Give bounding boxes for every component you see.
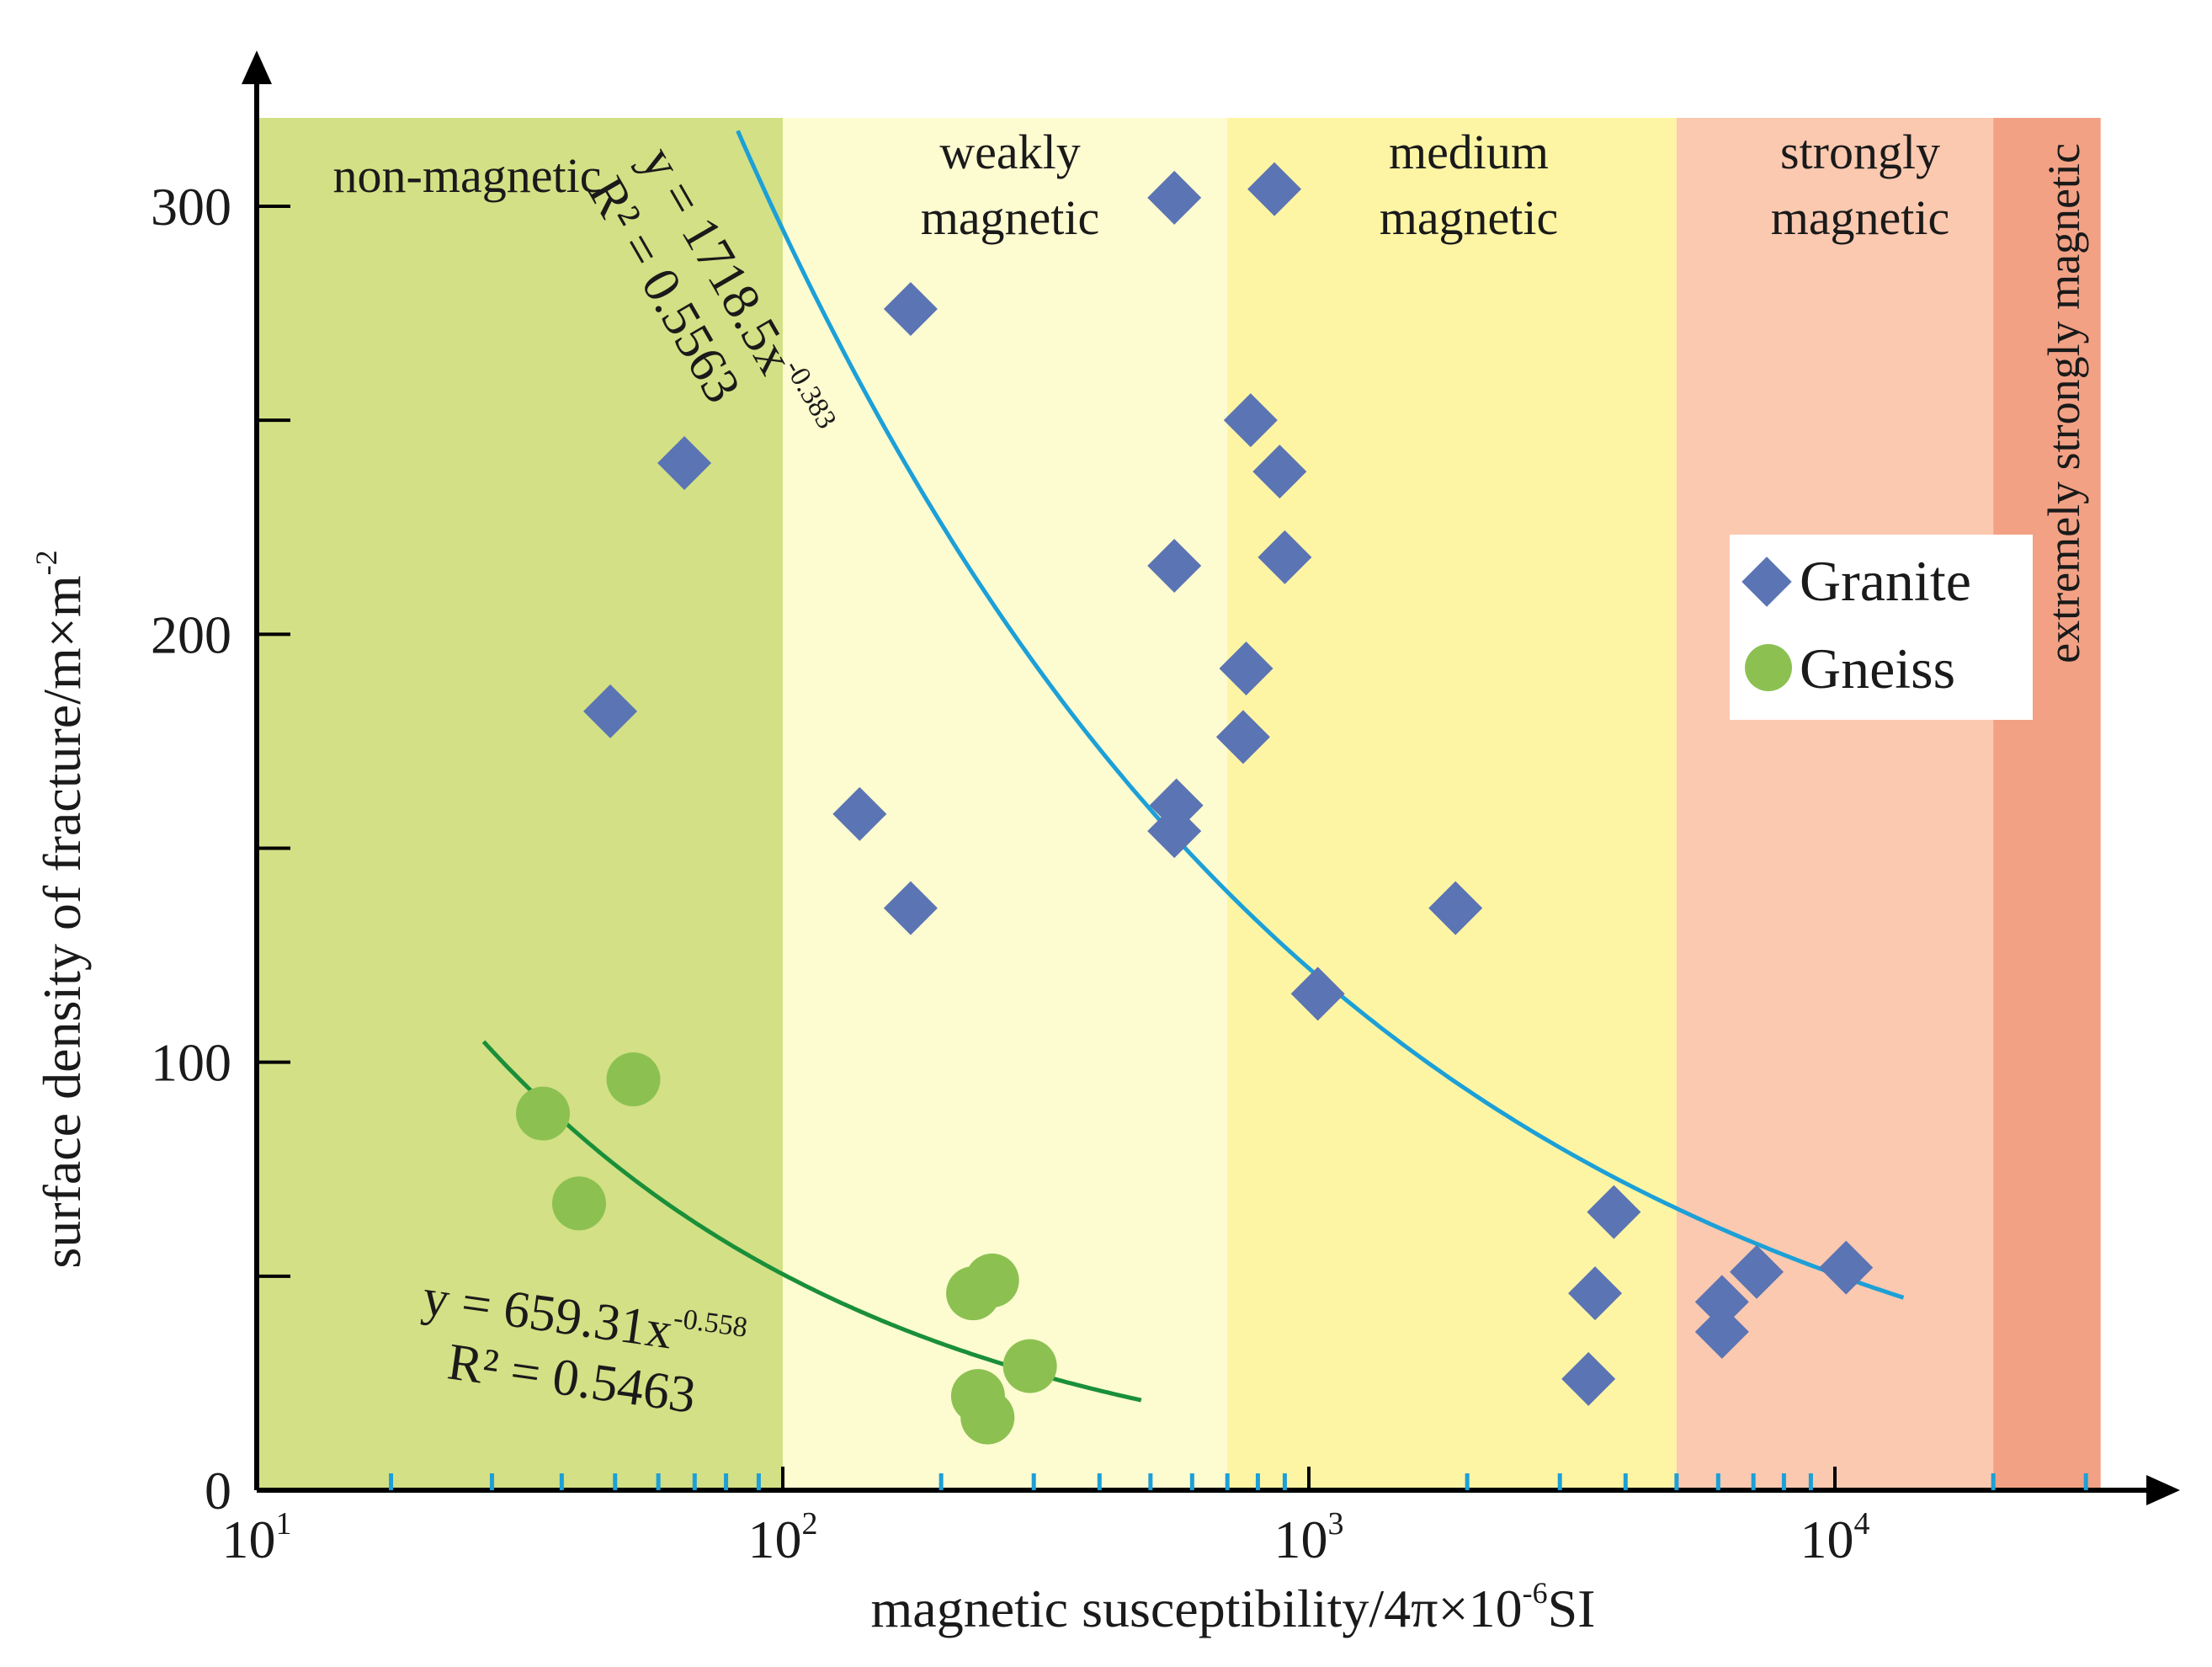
- granite-point: [832, 786, 887, 841]
- granite-point: [1147, 804, 1202, 859]
- granite-point: [1819, 1240, 1874, 1295]
- x-axis-title: magnetic susceptibility/4π×10-6SI: [871, 1576, 1596, 1638]
- x-tick-base: 10: [1800, 1510, 1854, 1569]
- granite-point: [1568, 1266, 1623, 1321]
- granite-point: [883, 881, 938, 935]
- x-tick-label: 104: [1800, 1506, 1870, 1569]
- granite-point: [1252, 445, 1307, 499]
- x-tick-base: 10: [222, 1510, 276, 1569]
- y-tick-label: 0: [205, 1461, 231, 1521]
- y-axis-title-exponent: -2: [29, 550, 63, 575]
- data-points: [516, 162, 1874, 1445]
- zone-label-medium-magnetic-line-1: medium: [1389, 125, 1549, 179]
- granite-point: [1694, 1275, 1749, 1329]
- legend-gneiss-label: Gneiss: [1800, 636, 1955, 700]
- zone-medium-magnetic: [1227, 118, 1677, 1490]
- x-tick-label: 102: [748, 1506, 818, 1569]
- legend-granite-label: Granite: [1800, 549, 1971, 613]
- legend-granite-marker: [1741, 557, 1792, 607]
- y-axis-title-main: surface density of fracture/m×m: [32, 575, 92, 1268]
- legend-gneiss-marker: [1745, 644, 1792, 691]
- granite-point: [1694, 1304, 1749, 1359]
- x-tick-exponent: 2: [802, 1506, 818, 1542]
- legend: Granite Gneiss: [1730, 535, 2033, 720]
- granite-point: [1428, 881, 1483, 935]
- x-tick-base: 10: [1274, 1510, 1328, 1569]
- zone-label-strongly-magnetic-line-1: strongly: [1780, 125, 1940, 179]
- zone-label-weakly-magnetic-line-2: magnetic: [921, 190, 1100, 245]
- zone-non-magnetic: [257, 118, 783, 1490]
- x-axis-arrow: [2146, 1475, 2180, 1505]
- x-tick-label: 101: [222, 1506, 292, 1569]
- zone-label-weakly-magnetic-line-1: weakly: [939, 125, 1081, 179]
- gneiss-point: [606, 1052, 661, 1106]
- zone-label-strongly-magnetic-line-2: magnetic: [1771, 190, 1950, 245]
- granite-point: [1147, 539, 1202, 593]
- granite-point: [1223, 393, 1278, 448]
- x-axis-title-unit: SI: [1548, 1579, 1596, 1638]
- gneiss-point: [551, 1176, 606, 1231]
- y-axis-title-group: surface density of fracture/m×m-2: [29, 550, 92, 1268]
- zone-label-extremely-strongly-magnetic: extremely strongly magnetic: [2039, 143, 2089, 663]
- gneiss-point: [1002, 1339, 1057, 1393]
- y-tick-label: 200: [151, 604, 231, 664]
- x-tick-exponent: 4: [1854, 1506, 1870, 1542]
- granite-point: [1215, 710, 1270, 764]
- granite-point: [1587, 1185, 1641, 1239]
- x-tick-base: 10: [748, 1510, 802, 1569]
- y-tick-label: 100: [151, 1033, 231, 1093]
- granite-point: [1147, 170, 1202, 225]
- zone-extremely-strongly-magnetic: [1993, 118, 2101, 1490]
- x-axis-title-exponent: -6: [1523, 1576, 1548, 1610]
- gneiss-point: [960, 1390, 1015, 1445]
- y-axis-arrow: [242, 51, 272, 84]
- granite-point: [1247, 162, 1302, 216]
- granite-point: [1561, 1351, 1616, 1406]
- zone-label-medium-magnetic-line-2: magnetic: [1380, 190, 1559, 245]
- x-tick-label: 103: [1274, 1506, 1344, 1569]
- gneiss-point: [965, 1253, 1019, 1308]
- x-tick-exponent: 1: [276, 1506, 292, 1542]
- x-axis-title-main: magnetic susceptibility/4π×10: [871, 1579, 1523, 1638]
- gneiss-point: [516, 1086, 571, 1141]
- y-tick-label: 300: [151, 177, 231, 237]
- zone-label-non-magnetic-line-1: non-magnetic: [333, 148, 602, 203]
- zone-labels: non-magnetic weakly magnetic medium magnetic…: [333, 125, 2089, 663]
- granite-point: [657, 436, 712, 490]
- granite-point: [883, 282, 938, 336]
- y-axis-title: surface density of fracture/m×m-2: [29, 550, 92, 1268]
- granite-point: [1219, 642, 1273, 695]
- granite-point: [583, 684, 638, 738]
- granite-point: [1258, 530, 1312, 584]
- legend-box: [1730, 535, 2033, 720]
- granite-point: [1730, 1244, 1784, 1299]
- x-tick-exponent: 3: [1328, 1506, 1344, 1542]
- granite-point: [1290, 967, 1345, 1021]
